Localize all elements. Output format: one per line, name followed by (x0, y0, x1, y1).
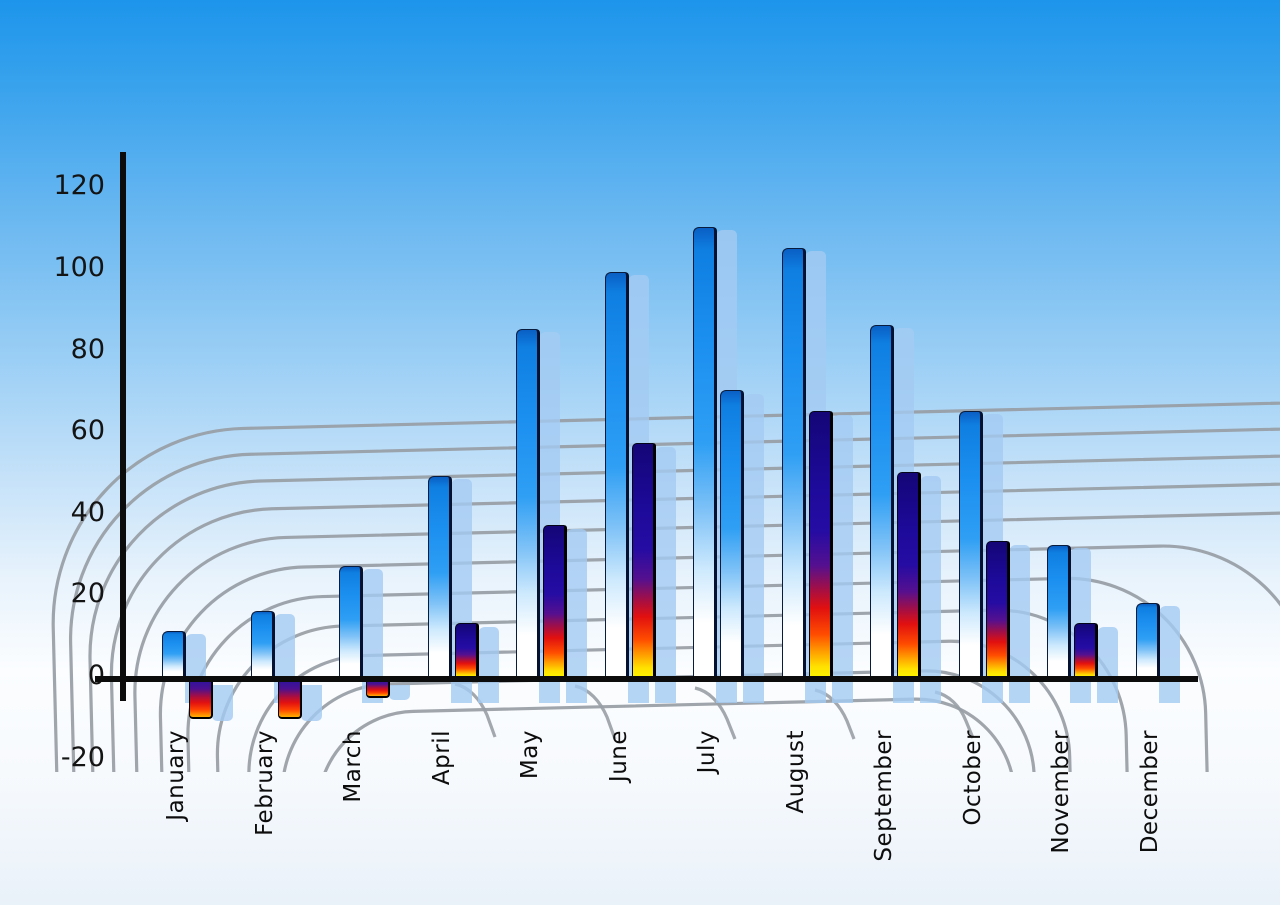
bar-june-secondary (631, 443, 656, 677)
shadow-july-secondary (743, 394, 764, 703)
shadow-september-secondary (920, 476, 941, 703)
shadow-march-primary (362, 568, 383, 703)
x-axis-label-may: May (517, 730, 543, 780)
x-axis-label-september: September (871, 730, 897, 862)
y-axis-tick-label-0: 0 (29, 660, 105, 692)
bar-january-primary (162, 631, 186, 677)
bar-october-primary (958, 410, 983, 677)
bar-september-secondary (897, 472, 921, 677)
shadow-february-secondary (300, 685, 322, 721)
x-axis-label-february: February (251, 730, 278, 836)
bar-february-primary (250, 610, 275, 677)
x-axis-label-november: November (1048, 730, 1074, 854)
shadow-june-secondary (654, 447, 676, 703)
shadow-november-secondary (1097, 626, 1118, 703)
bar-november-secondary (1074, 622, 1098, 677)
bar-august-secondary (808, 410, 833, 677)
shadow-january-secondary (212, 685, 233, 721)
y-axis-tick-label-40: 40 (70, 496, 105, 528)
bar-november-primary (1047, 545, 1071, 677)
x-axis-label-april: April (428, 730, 455, 786)
x-axis-label-january: January (163, 730, 189, 821)
shadow-august-secondary (831, 414, 853, 703)
bar-march-primary (339, 565, 363, 677)
x-axis-label-august: August (782, 730, 809, 814)
bar-july-secondary (720, 390, 744, 677)
y-axis-tick-label-100: 100 (53, 252, 105, 283)
bar-june-primary (604, 272, 629, 677)
shadow-october-secondary (1008, 545, 1030, 703)
x-axis-label-october: October (959, 730, 986, 826)
bar-august-primary (781, 247, 806, 677)
bar-january-secondary (189, 681, 213, 719)
x-axis-label-march: March (340, 730, 366, 803)
y-axis-tick-label--20: -20 (60, 741, 105, 773)
bar-may-primary (516, 329, 540, 677)
x-axis-label-june: June (605, 730, 632, 783)
bar-december-primary (1135, 602, 1160, 677)
bar-september-primary (870, 325, 894, 677)
y-axis-line (120, 152, 126, 701)
y-axis-tick-label-20: 20 (70, 578, 105, 610)
y-axis-tick-label-60: 60 (70, 415, 105, 447)
bar-july-primary (693, 227, 717, 677)
x-axis-label-july: July (694, 730, 720, 774)
bar-april-secondary (454, 622, 479, 677)
x-axis-label-december: December (1136, 730, 1163, 854)
bar-march-secondary (366, 681, 390, 699)
bar-may-secondary (543, 525, 567, 677)
y-axis-tick-label-120: 120 (53, 170, 105, 202)
shadow-april-secondary (477, 626, 499, 703)
shadow-march-secondary (389, 685, 410, 701)
bar-april-primary (427, 476, 452, 677)
bar-february-secondary (277, 681, 302, 719)
x-axis-line (95, 676, 1198, 682)
y-axis-tick-label-80: 80 (70, 333, 105, 365)
bar-october-secondary (985, 541, 1010, 677)
shadow-may-secondary (566, 529, 587, 703)
